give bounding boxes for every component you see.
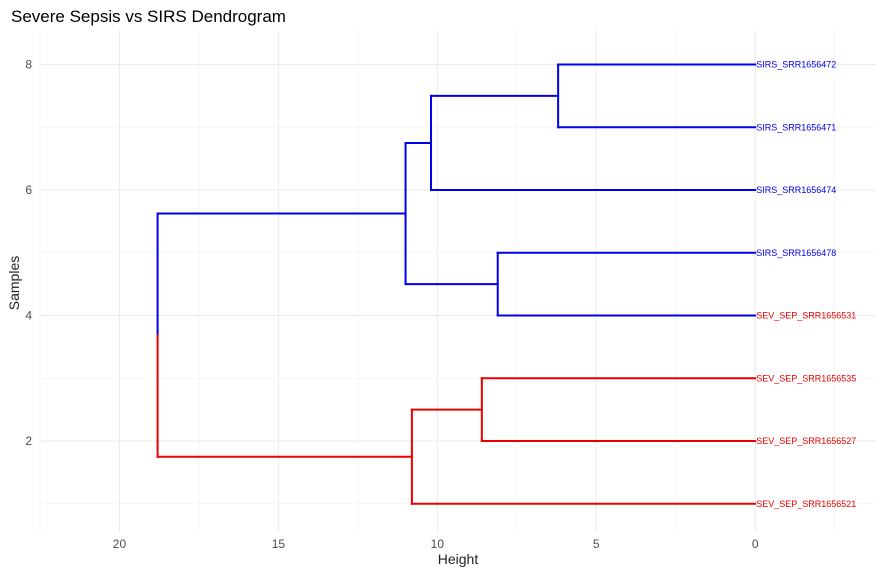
leaf-label: SEV_SEP_SRR1656521 bbox=[756, 499, 856, 509]
x-tick-label: 5 bbox=[593, 537, 600, 551]
leaf-label: SIRS_SRR1656478 bbox=[756, 248, 836, 258]
leaf-label: SEV_SEP_SRR1656527 bbox=[756, 436, 856, 446]
y-axis-ticks: 2 4 6 8 bbox=[25, 58, 32, 449]
x-tick-label: 20 bbox=[113, 537, 127, 551]
chart-title: Severe Sepsis vs SIRS Dendrogram bbox=[11, 7, 286, 26]
x-tick-label: 10 bbox=[431, 537, 445, 551]
x-axis-label: Height bbox=[438, 551, 479, 567]
leaf-label: SEV_SEP_SRR1656535 bbox=[756, 373, 856, 383]
y-tick-label: 2 bbox=[25, 434, 32, 448]
leaf-label: SIRS_SRR1656471 bbox=[756, 122, 836, 132]
y-tick-label: 6 bbox=[25, 183, 32, 197]
x-tick-label: 15 bbox=[272, 537, 286, 551]
y-tick-label: 8 bbox=[25, 58, 32, 72]
y-axis-label: Samples bbox=[6, 256, 22, 310]
leaf-label: SIRS_SRR1656474 bbox=[756, 185, 836, 195]
y-tick-label: 4 bbox=[25, 309, 32, 323]
leaf-labels: SIRS_SRR1656472 SIRS_SRR1656471 SIRS_SRR16… bbox=[756, 60, 856, 509]
x-tick-label: 0 bbox=[752, 537, 759, 551]
x-axis-ticks: 20 15 10 5 0 bbox=[113, 537, 759, 551]
dendrogram-branches bbox=[156, 63, 757, 505]
leaf-label: SIRS_SRR1656472 bbox=[756, 60, 836, 70]
leaf-label: SEV_SEP_SRR1656531 bbox=[756, 311, 856, 321]
